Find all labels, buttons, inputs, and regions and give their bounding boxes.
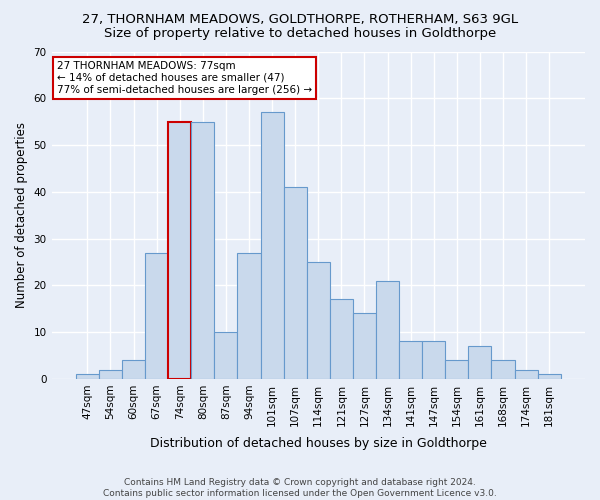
X-axis label: Distribution of detached houses by size in Goldthorpe: Distribution of detached houses by size … [150, 437, 487, 450]
Bar [491, 360, 515, 379]
Bar [260, 112, 284, 379]
Text: 27, THORNHAM MEADOWS, GOLDTHORPE, ROTHERHAM, S63 9GL: 27, THORNHAM MEADOWS, GOLDTHORPE, ROTHER… [82, 12, 518, 26]
Text: Size of property relative to detached houses in Goldthorpe: Size of property relative to detached ho… [104, 28, 496, 40]
Bar [122, 360, 145, 379]
Bar [168, 122, 191, 379]
Bar [145, 252, 168, 379]
Bar [307, 262, 330, 379]
Bar [76, 374, 99, 379]
Bar [238, 252, 260, 379]
Bar [376, 280, 399, 379]
Text: 27 THORNHAM MEADOWS: 77sqm
← 14% of detached houses are smaller (47)
77% of semi: 27 THORNHAM MEADOWS: 77sqm ← 14% of deta… [57, 62, 312, 94]
Bar [284, 187, 307, 379]
Bar [214, 332, 238, 379]
Bar [445, 360, 469, 379]
Bar [538, 374, 561, 379]
Bar [469, 346, 491, 379]
Bar [99, 370, 122, 379]
Bar [422, 342, 445, 379]
Bar [191, 122, 214, 379]
Y-axis label: Number of detached properties: Number of detached properties [15, 122, 28, 308]
Text: Contains HM Land Registry data © Crown copyright and database right 2024.
Contai: Contains HM Land Registry data © Crown c… [103, 478, 497, 498]
Bar [515, 370, 538, 379]
Bar [399, 342, 422, 379]
Bar [330, 300, 353, 379]
Bar [353, 314, 376, 379]
